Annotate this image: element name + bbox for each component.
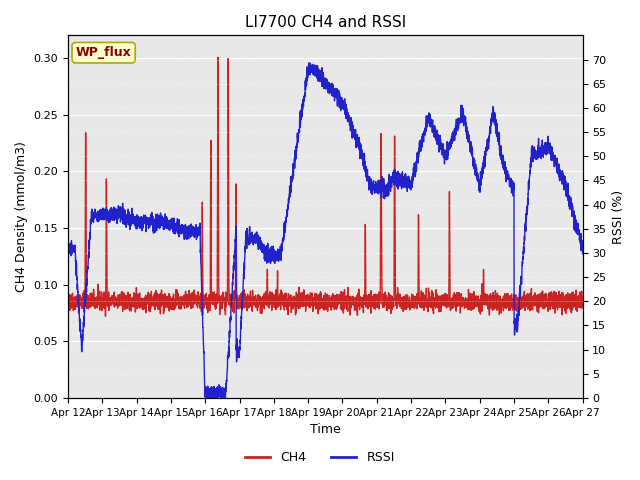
- Y-axis label: CH4 Density (mmol/m3): CH4 Density (mmol/m3): [15, 141, 28, 292]
- Y-axis label: RSSI (%): RSSI (%): [612, 190, 625, 244]
- Legend: CH4, RSSI: CH4, RSSI: [240, 446, 400, 469]
- Text: WP_flux: WP_flux: [76, 46, 131, 59]
- X-axis label: Time: Time: [310, 423, 340, 436]
- Title: LI7700 CH4 and RSSI: LI7700 CH4 and RSSI: [244, 15, 406, 30]
